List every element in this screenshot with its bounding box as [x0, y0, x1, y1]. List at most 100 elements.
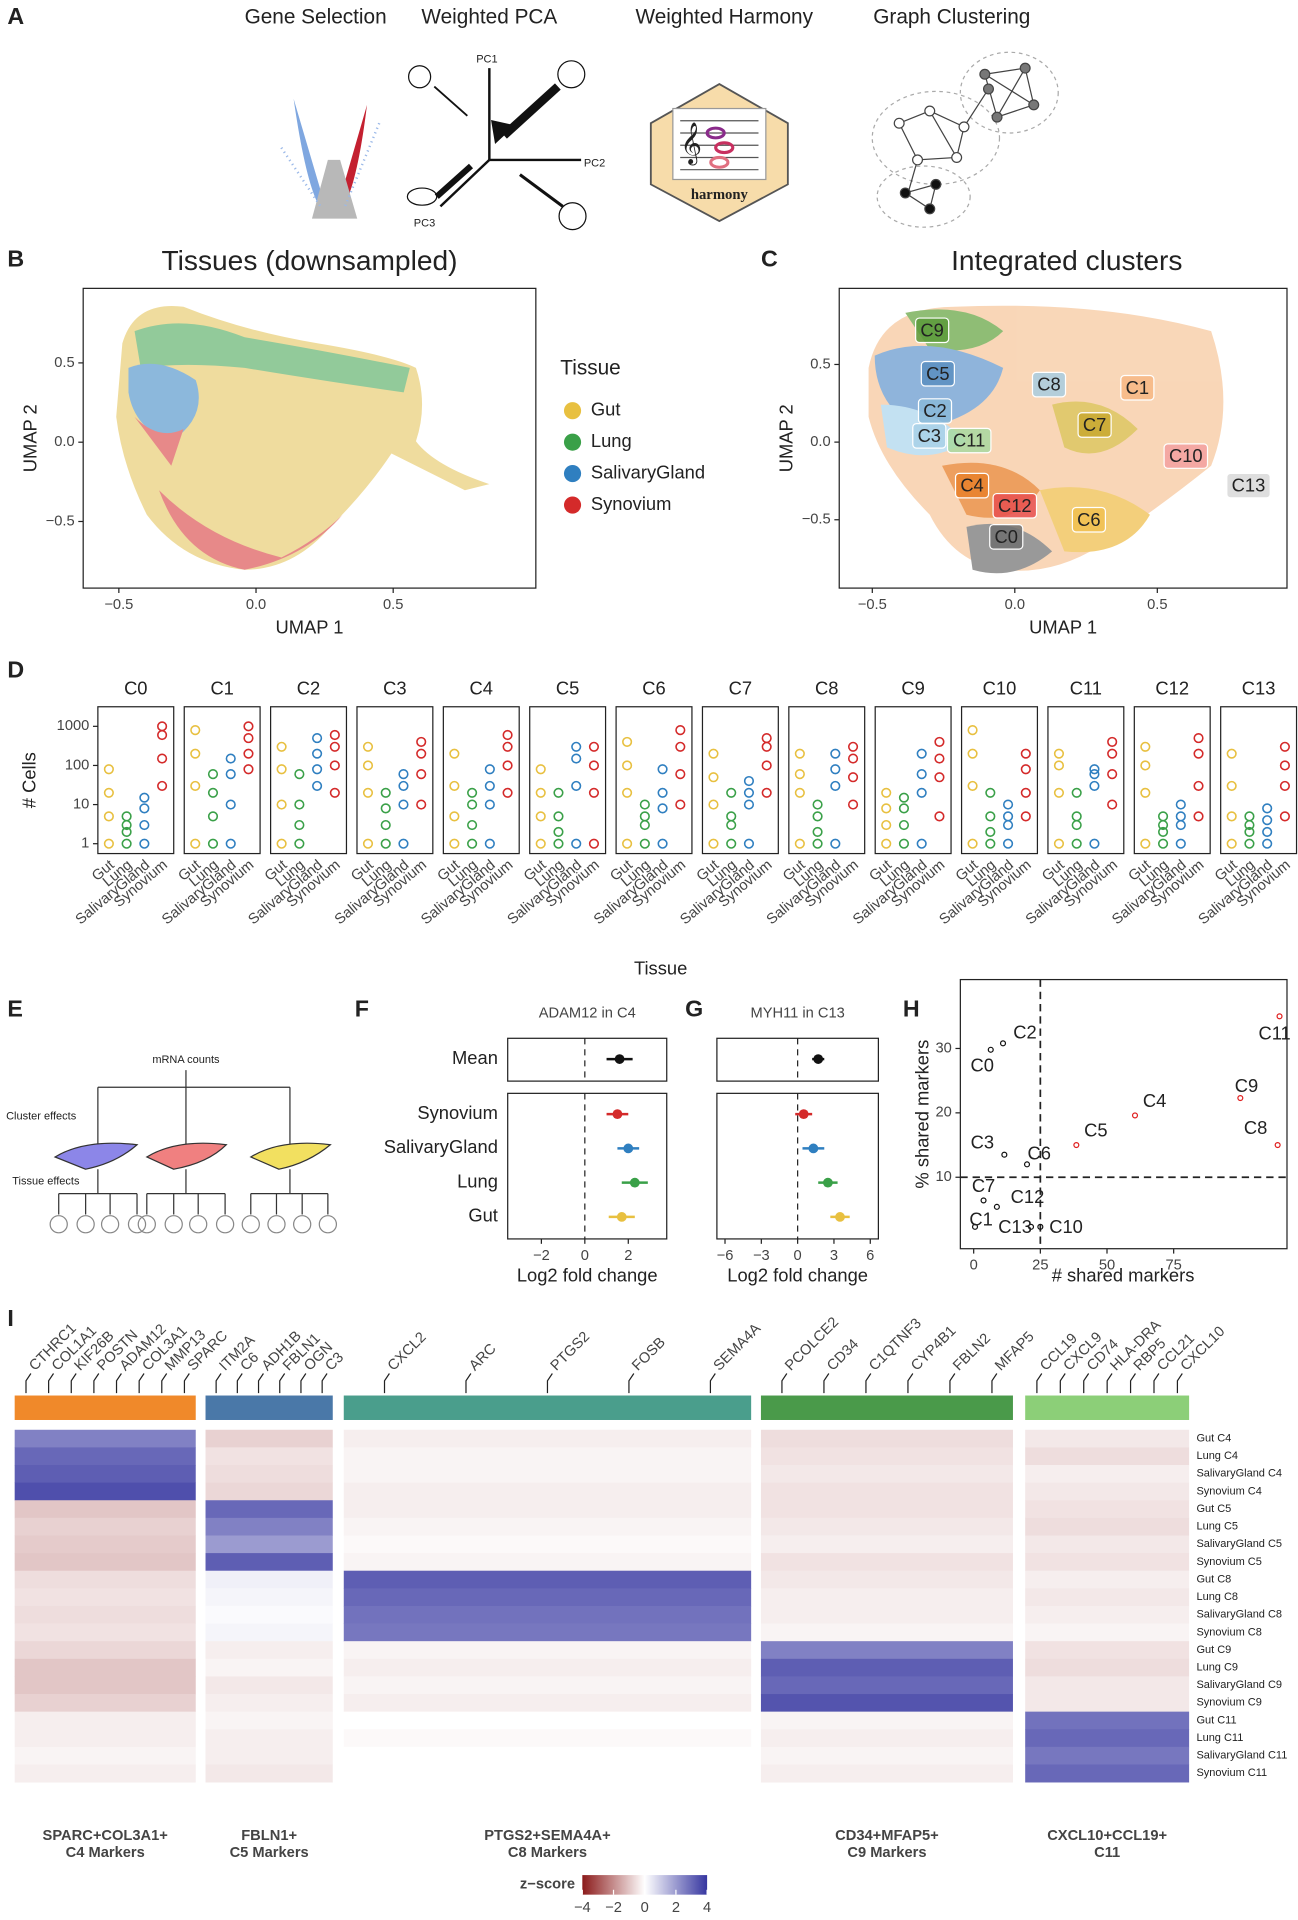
heat-cell: [1025, 1553, 1190, 1572]
count-point: [225, 799, 236, 810]
count-point: [416, 799, 427, 810]
legend-label: SalivaryGland: [591, 461, 705, 482]
count-point: [881, 803, 892, 814]
group-caption: C11: [1094, 1845, 1120, 1861]
row-label: SalivaryGland C9: [1196, 1679, 1282, 1691]
group-caption: C5 Markers: [230, 1845, 309, 1861]
count-point: [329, 729, 340, 741]
panel-label: C: [761, 245, 778, 271]
row-label: Gut C9: [1196, 1644, 1231, 1656]
step-title: Weighted PCA: [421, 5, 557, 28]
x-axis-label: UMAP 1: [1029, 616, 1097, 637]
heat-cell: [14, 1500, 196, 1519]
gene-tick: [907, 1373, 914, 1394]
heat-cell: [760, 1676, 1013, 1695]
heat-cell: [343, 1641, 752, 1660]
count-point: [726, 787, 737, 798]
count-point: [329, 741, 340, 752]
count-point: [103, 811, 114, 822]
y-tick-label: 0.5: [54, 355, 74, 371]
cluster-label-box: [992, 492, 1038, 519]
cluster-label-box: [912, 423, 947, 449]
heat-cell: [343, 1482, 752, 1501]
heat-cell: [1025, 1676, 1190, 1695]
count-point: [916, 787, 927, 798]
count-point: [881, 838, 892, 849]
count-point: [1157, 838, 1169, 849]
panel-title: Tissues (downsampled): [162, 245, 458, 276]
heat-cell: [14, 1588, 196, 1607]
count-point: [657, 803, 668, 814]
step-title: Weighted Harmony: [635, 5, 813, 28]
heat-cell: [14, 1482, 196, 1501]
organ-icon: [557, 60, 586, 89]
marker-point: [1001, 1151, 1008, 1158]
gene-tick: [1036, 1373, 1043, 1394]
count-point: [1089, 780, 1100, 791]
count-point: [1279, 780, 1290, 791]
cluster-outline: [871, 90, 1001, 185]
row-label: Gut C4: [1196, 1432, 1231, 1444]
heat-cell: [205, 1746, 333, 1765]
heat-cell: [343, 1676, 752, 1695]
organ-icon: [407, 65, 432, 89]
count-point: [708, 748, 719, 759]
count-point: [916, 838, 927, 849]
y-tick-label: 100: [65, 757, 89, 773]
x-tick-label: −0.5: [858, 597, 887, 613]
heat-cell: [205, 1588, 333, 1607]
estimate-point: [623, 1143, 634, 1154]
facet-title: C10: [983, 677, 1017, 698]
gene-tick: [215, 1373, 222, 1394]
count-point: [571, 780, 582, 791]
heat-cell: [205, 1623, 333, 1642]
count-point: [1053, 787, 1065, 798]
category-label: Synovium: [417, 1102, 498, 1123]
point-label: C13: [998, 1216, 1032, 1237]
weight-arrow: [519, 173, 564, 208]
y-tick-label: 10: [73, 796, 89, 812]
plot-frame: [82, 287, 537, 589]
marker-point: [1037, 1223, 1044, 1230]
point-label: C10: [1049, 1216, 1083, 1237]
note: [714, 141, 735, 155]
point-label: C11: [1258, 1022, 1290, 1043]
heat-cell: [1025, 1465, 1190, 1483]
estimate-point: [835, 1212, 845, 1222]
count-point: [535, 838, 546, 849]
point-label: C2: [1013, 1021, 1036, 1042]
count-point: [449, 811, 460, 822]
heat-cell: [1025, 1500, 1190, 1519]
heat-cell: [1025, 1482, 1190, 1501]
y-tick-label: 1000: [57, 718, 90, 734]
gene-tick: [1153, 1373, 1160, 1394]
pca-icon: [406, 60, 587, 231]
facet-frame: [356, 706, 434, 855]
y-tick-label: 0.0: [54, 434, 74, 450]
heat-cell: [1025, 1588, 1190, 1607]
heat-cell: [14, 1553, 196, 1572]
graph-icon: [871, 51, 1059, 228]
gene-tick: [70, 1373, 77, 1394]
heat-cell: [1025, 1711, 1190, 1730]
count-point: [1002, 811, 1014, 822]
count-point: [1226, 748, 1237, 759]
facet-frame: [442, 706, 520, 855]
count-point: [157, 753, 168, 764]
count-point: [794, 748, 805, 759]
y-tick-label: 30: [935, 1040, 951, 1056]
count-point: [708, 838, 719, 849]
cluster-label-box: [915, 317, 950, 344]
count-point: [484, 764, 495, 775]
heat-cell: [14, 1729, 196, 1748]
heat-cell: [343, 1535, 752, 1554]
count-point: [362, 760, 374, 771]
density: [128, 363, 199, 442]
heat-cell: [14, 1623, 196, 1642]
heat-cell: [343, 1764, 752, 1783]
count-point: [881, 819, 892, 831]
count-point: [225, 753, 236, 764]
cluster-label-box: [1120, 374, 1155, 401]
marker-point: [1131, 1112, 1139, 1119]
